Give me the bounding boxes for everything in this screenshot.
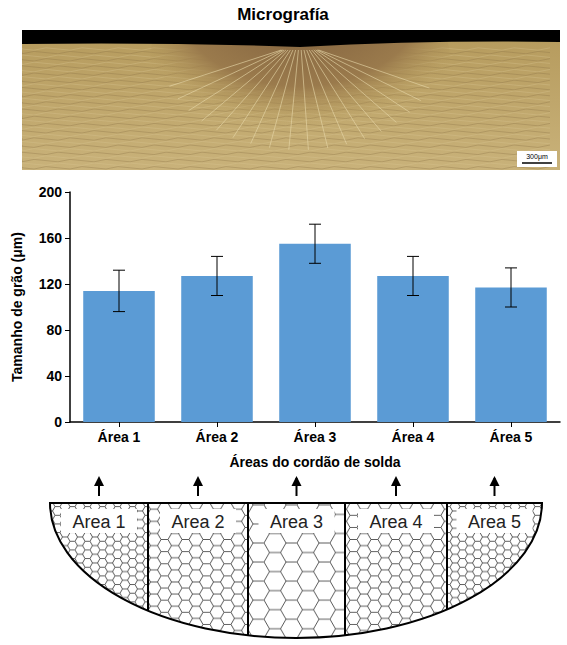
svg-text:Area 4: Area 4 xyxy=(369,512,422,532)
svg-text:Área 5: Área 5 xyxy=(490,429,533,445)
svg-text:Áreas do cordão de solda: Áreas do cordão de solda xyxy=(229,454,400,470)
svg-text:Área 3: Área 3 xyxy=(294,429,337,445)
svg-text:200: 200 xyxy=(39,184,63,200)
svg-text:Área 1: Área 1 xyxy=(98,429,141,445)
svg-text:Area 2: Area 2 xyxy=(171,512,224,532)
svg-text:300μm: 300μm xyxy=(526,153,548,161)
svg-text:Tamanho de grão (μm): Tamanho de grão (μm) xyxy=(9,232,25,382)
svg-text:40: 40 xyxy=(46,368,62,384)
svg-text:Area 1: Area 1 xyxy=(72,512,125,532)
svg-text:Área 2: Área 2 xyxy=(196,429,239,445)
svg-text:160: 160 xyxy=(39,230,63,246)
svg-text:120: 120 xyxy=(39,276,63,292)
svg-text:Area 5: Area 5 xyxy=(468,512,521,532)
svg-text:Micrografía: Micrografía xyxy=(237,5,329,24)
svg-text:Área 4: Área 4 xyxy=(392,429,435,445)
svg-text:80: 80 xyxy=(46,322,62,338)
svg-text:Area 3: Area 3 xyxy=(270,512,323,532)
svg-text:0: 0 xyxy=(54,414,62,430)
